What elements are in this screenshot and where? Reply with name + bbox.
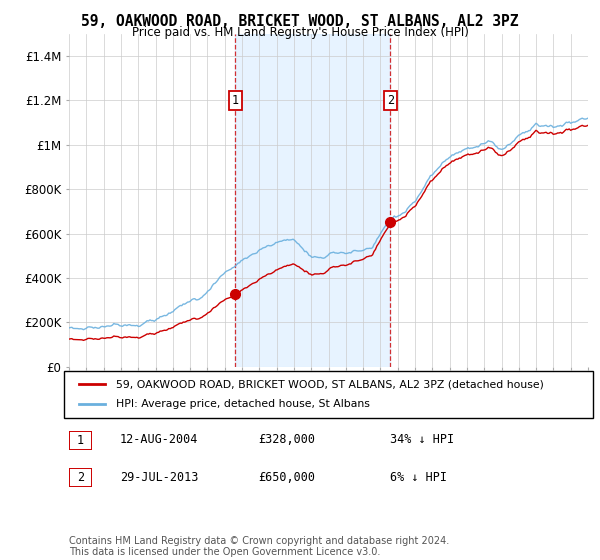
Text: 1: 1 — [77, 433, 84, 447]
Text: HPI: Average price, detached house, St Albans: HPI: Average price, detached house, St A… — [116, 399, 370, 409]
Text: 2: 2 — [77, 471, 84, 484]
FancyBboxPatch shape — [64, 371, 593, 418]
Text: 1: 1 — [232, 94, 239, 107]
Text: 34% ↓ HPI: 34% ↓ HPI — [390, 433, 454, 446]
Text: £328,000: £328,000 — [258, 433, 315, 446]
Text: 59, OAKWOOD ROAD, BRICKET WOOD, ST ALBANS, AL2 3PZ: 59, OAKWOOD ROAD, BRICKET WOOD, ST ALBAN… — [81, 14, 519, 29]
FancyBboxPatch shape — [69, 468, 92, 487]
Text: 12-AUG-2004: 12-AUG-2004 — [120, 433, 199, 446]
Text: £650,000: £650,000 — [258, 470, 315, 484]
Bar — [235, 34, 391, 367]
Text: 59, OAKWOOD ROAD, BRICKET WOOD, ST ALBANS, AL2 3PZ (detached house): 59, OAKWOOD ROAD, BRICKET WOOD, ST ALBAN… — [116, 379, 544, 389]
Text: 6% ↓ HPI: 6% ↓ HPI — [390, 470, 447, 484]
FancyBboxPatch shape — [69, 431, 92, 450]
Text: 29-JUL-2013: 29-JUL-2013 — [120, 470, 199, 484]
Text: Contains HM Land Registry data © Crown copyright and database right 2024.
This d: Contains HM Land Registry data © Crown c… — [69, 535, 449, 557]
Text: Price paid vs. HM Land Registry's House Price Index (HPI): Price paid vs. HM Land Registry's House … — [131, 26, 469, 39]
Text: 2: 2 — [387, 94, 394, 107]
